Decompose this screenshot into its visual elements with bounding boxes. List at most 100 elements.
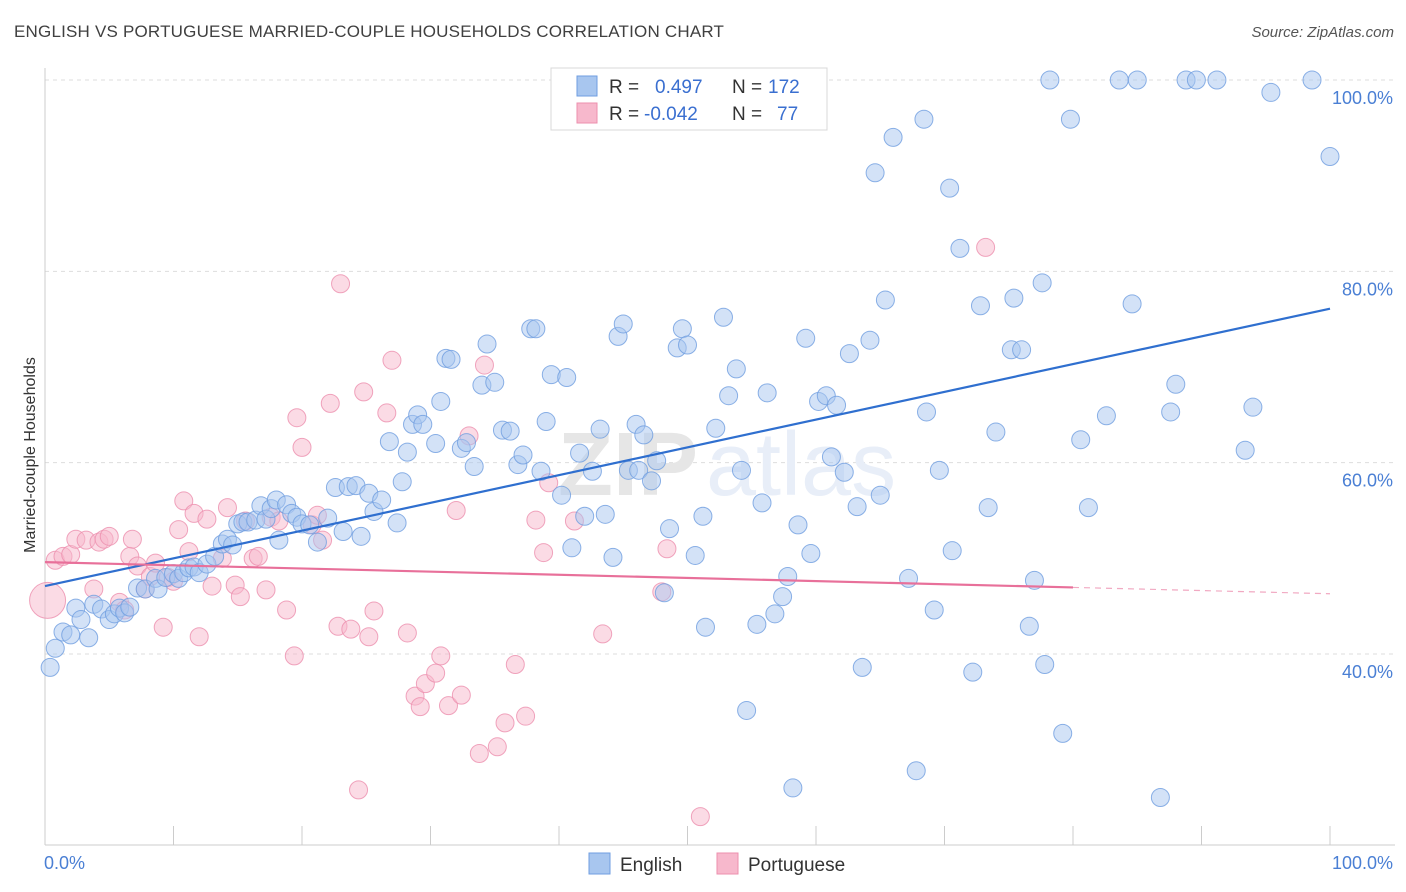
english-point — [590, 419, 610, 439]
english-point — [426, 434, 446, 454]
x-tick-label-end: 100.0% — [1332, 853, 1393, 873]
english-point — [1150, 788, 1170, 807]
english-point — [464, 456, 484, 476]
legend-portuguese-n-value: 77 — [777, 104, 798, 125]
portuguese-point — [169, 520, 189, 540]
english-point — [307, 532, 327, 552]
english-point — [1060, 109, 1080, 129]
portuguese-point — [505, 655, 525, 675]
english-point — [765, 604, 785, 624]
portuguese-points — [29, 237, 996, 827]
english-point — [333, 522, 353, 542]
english-point — [847, 497, 867, 517]
english-point — [713, 307, 733, 327]
english-point — [536, 412, 556, 432]
portuguese-point — [526, 510, 546, 530]
trend-lines — [44, 307, 1331, 595]
y-tick-label: 80.0% — [1342, 279, 1393, 299]
english-point — [726, 359, 746, 379]
y-tick-labels: 40.0% 60.0% 80.0% 100.0% — [1332, 88, 1393, 682]
watermark: ZIP atlas — [558, 415, 896, 515]
legend-english-n-label: N = — [732, 77, 762, 98]
english-point — [1261, 82, 1281, 102]
portuguese-point — [451, 685, 471, 705]
english-point — [672, 319, 692, 339]
source-label: Source: ZipAtlas.com — [1251, 24, 1394, 41]
english-point — [1019, 616, 1039, 636]
portuguese-point — [99, 526, 119, 546]
english-point — [613, 314, 633, 334]
english-point — [654, 583, 674, 603]
english-point — [970, 296, 990, 316]
english-point — [821, 447, 841, 467]
english-point — [1035, 655, 1055, 675]
portuguese-point — [516, 706, 536, 726]
english-point — [485, 372, 505, 392]
portuguese-point — [382, 350, 402, 370]
portuguese-point — [431, 646, 451, 666]
legend-bottom-english-label: English — [620, 855, 682, 876]
english-point — [582, 461, 602, 481]
portuguese-point — [474, 355, 494, 375]
portuguese-point — [397, 623, 417, 643]
portuguese-point — [197, 509, 217, 529]
english-point — [860, 330, 880, 350]
portuguese-point — [349, 780, 369, 800]
english-point — [562, 538, 582, 558]
english-point — [1166, 374, 1186, 394]
english-point — [575, 506, 595, 526]
legend-portuguese-r-value: -0.042 — [644, 104, 698, 125]
english-point — [1207, 70, 1227, 90]
english-point — [783, 778, 803, 798]
portuguese-point — [495, 713, 515, 733]
english-point — [642, 471, 662, 491]
english-point — [1320, 147, 1340, 167]
english-point — [917, 402, 937, 422]
english-point — [801, 544, 821, 564]
english-point — [603, 547, 623, 567]
english-point — [660, 519, 680, 539]
english-point — [942, 541, 962, 561]
english-point — [351, 526, 371, 546]
english-point — [500, 421, 520, 441]
portuguese-point — [189, 627, 209, 647]
portuguese-point — [410, 697, 430, 717]
english-point — [1302, 70, 1322, 90]
english-point — [685, 545, 705, 565]
legend-english-r-label: R = — [609, 77, 639, 98]
english-point — [924, 600, 944, 620]
english-point — [1004, 288, 1024, 308]
portuguese-point — [284, 646, 304, 666]
portuguese-point — [320, 393, 340, 413]
portuguese-point — [122, 529, 142, 549]
legend-portuguese-swatch — [576, 102, 598, 124]
english-point — [477, 334, 497, 354]
portuguese-point — [341, 619, 361, 639]
english-point — [379, 432, 399, 452]
english-point — [1096, 406, 1116, 426]
english-point — [778, 567, 798, 587]
legend-english-swatch — [576, 75, 598, 97]
portuguese-trend-line — [44, 561, 1074, 589]
portuguese-point — [593, 624, 613, 644]
english-point — [1078, 498, 1098, 518]
y-axis-label: Married-couple Households — [22, 357, 39, 553]
english-point — [1161, 402, 1181, 422]
english-point — [372, 490, 392, 510]
english-point — [940, 178, 960, 198]
english-point — [1235, 440, 1255, 460]
legend-bottom-portuguese-swatch — [716, 852, 739, 875]
english-point — [1186, 70, 1206, 90]
english-point — [834, 462, 854, 482]
english-point — [963, 662, 983, 682]
english-point — [1012, 340, 1032, 360]
english-point — [906, 761, 926, 781]
english-point — [706, 418, 726, 438]
english-point — [541, 365, 561, 385]
english-point — [431, 391, 451, 411]
x-tick-label-start: 0.0% — [44, 853, 85, 873]
english-point — [678, 335, 697, 355]
portuguese-point — [487, 737, 507, 757]
english-point — [647, 451, 667, 471]
